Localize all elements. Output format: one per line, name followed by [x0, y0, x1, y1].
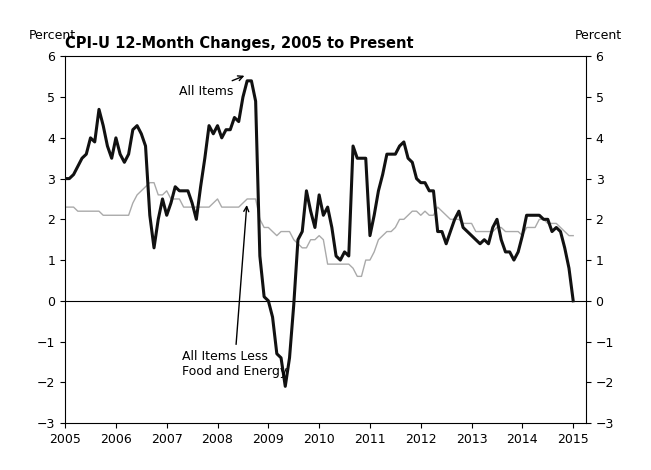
Text: All Items: All Items	[180, 76, 243, 97]
Text: CPI-U 12-Month Changes, 2005 to Present: CPI-U 12-Month Changes, 2005 to Present	[65, 36, 414, 51]
Text: Percent: Percent	[29, 29, 76, 42]
Text: Percent: Percent	[575, 29, 622, 42]
Text: All Items Less
Food and Energy: All Items Less Food and Energy	[182, 206, 287, 378]
